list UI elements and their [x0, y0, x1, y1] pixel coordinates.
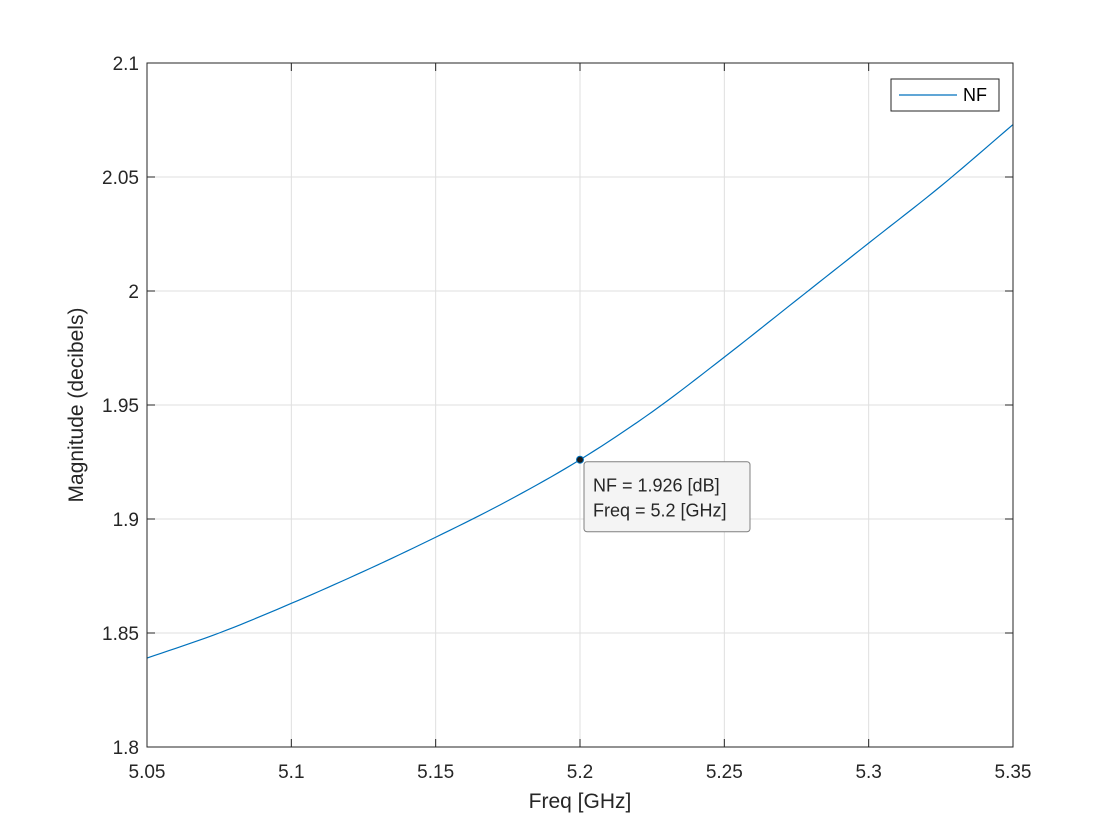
x-tick-label: 5.3	[855, 762, 881, 783]
y-tick-label: 2	[128, 282, 139, 303]
x-tick-label: 5.15	[417, 762, 454, 783]
y-tick-label: 1.8	[113, 738, 139, 759]
data-tip-box	[583, 461, 751, 533]
y-tick-label: 1.85	[102, 624, 139, 645]
x-tick-labels: 5.05 5.1 5.15 5.2 5.25 5.3 5.35	[129, 762, 1032, 783]
y-axis-label: Magnitude (decibels)	[65, 308, 88, 503]
legend-entry-nf: NF	[963, 85, 987, 105]
y-tick-label: 2.1	[113, 54, 139, 75]
data-tip-marker	[576, 455, 584, 464]
y-tick-label: 1.95	[102, 396, 139, 417]
tick-marks	[146, 62, 1014, 748]
y-tick-label: 2.05	[102, 168, 139, 189]
x-tick-label: 5.2	[567, 762, 593, 783]
data-tip[interactable]: NF = 1.926 [dB] Freq = 5.2 [GHz]	[576, 455, 751, 533]
x-tick-label: 5.35	[995, 762, 1032, 783]
y-tick-label: 1.9	[113, 510, 139, 531]
x-tick-label: 5.05	[129, 762, 166, 783]
x-tick-label: 5.1	[278, 762, 304, 783]
legend[interactable]: NF	[890, 78, 1000, 112]
data-tip-line-nf: NF = 1.926 [dB]	[593, 476, 720, 496]
y-tick-labels: 1.8 1.85 1.9 1.95 2 2.05 2.1	[102, 54, 139, 759]
x-axis-label: Freq [GHz]	[529, 790, 632, 813]
x-tick-label: 5.25	[706, 762, 743, 783]
data-tip-line-freq: Freq = 5.2 [GHz]	[593, 501, 727, 521]
